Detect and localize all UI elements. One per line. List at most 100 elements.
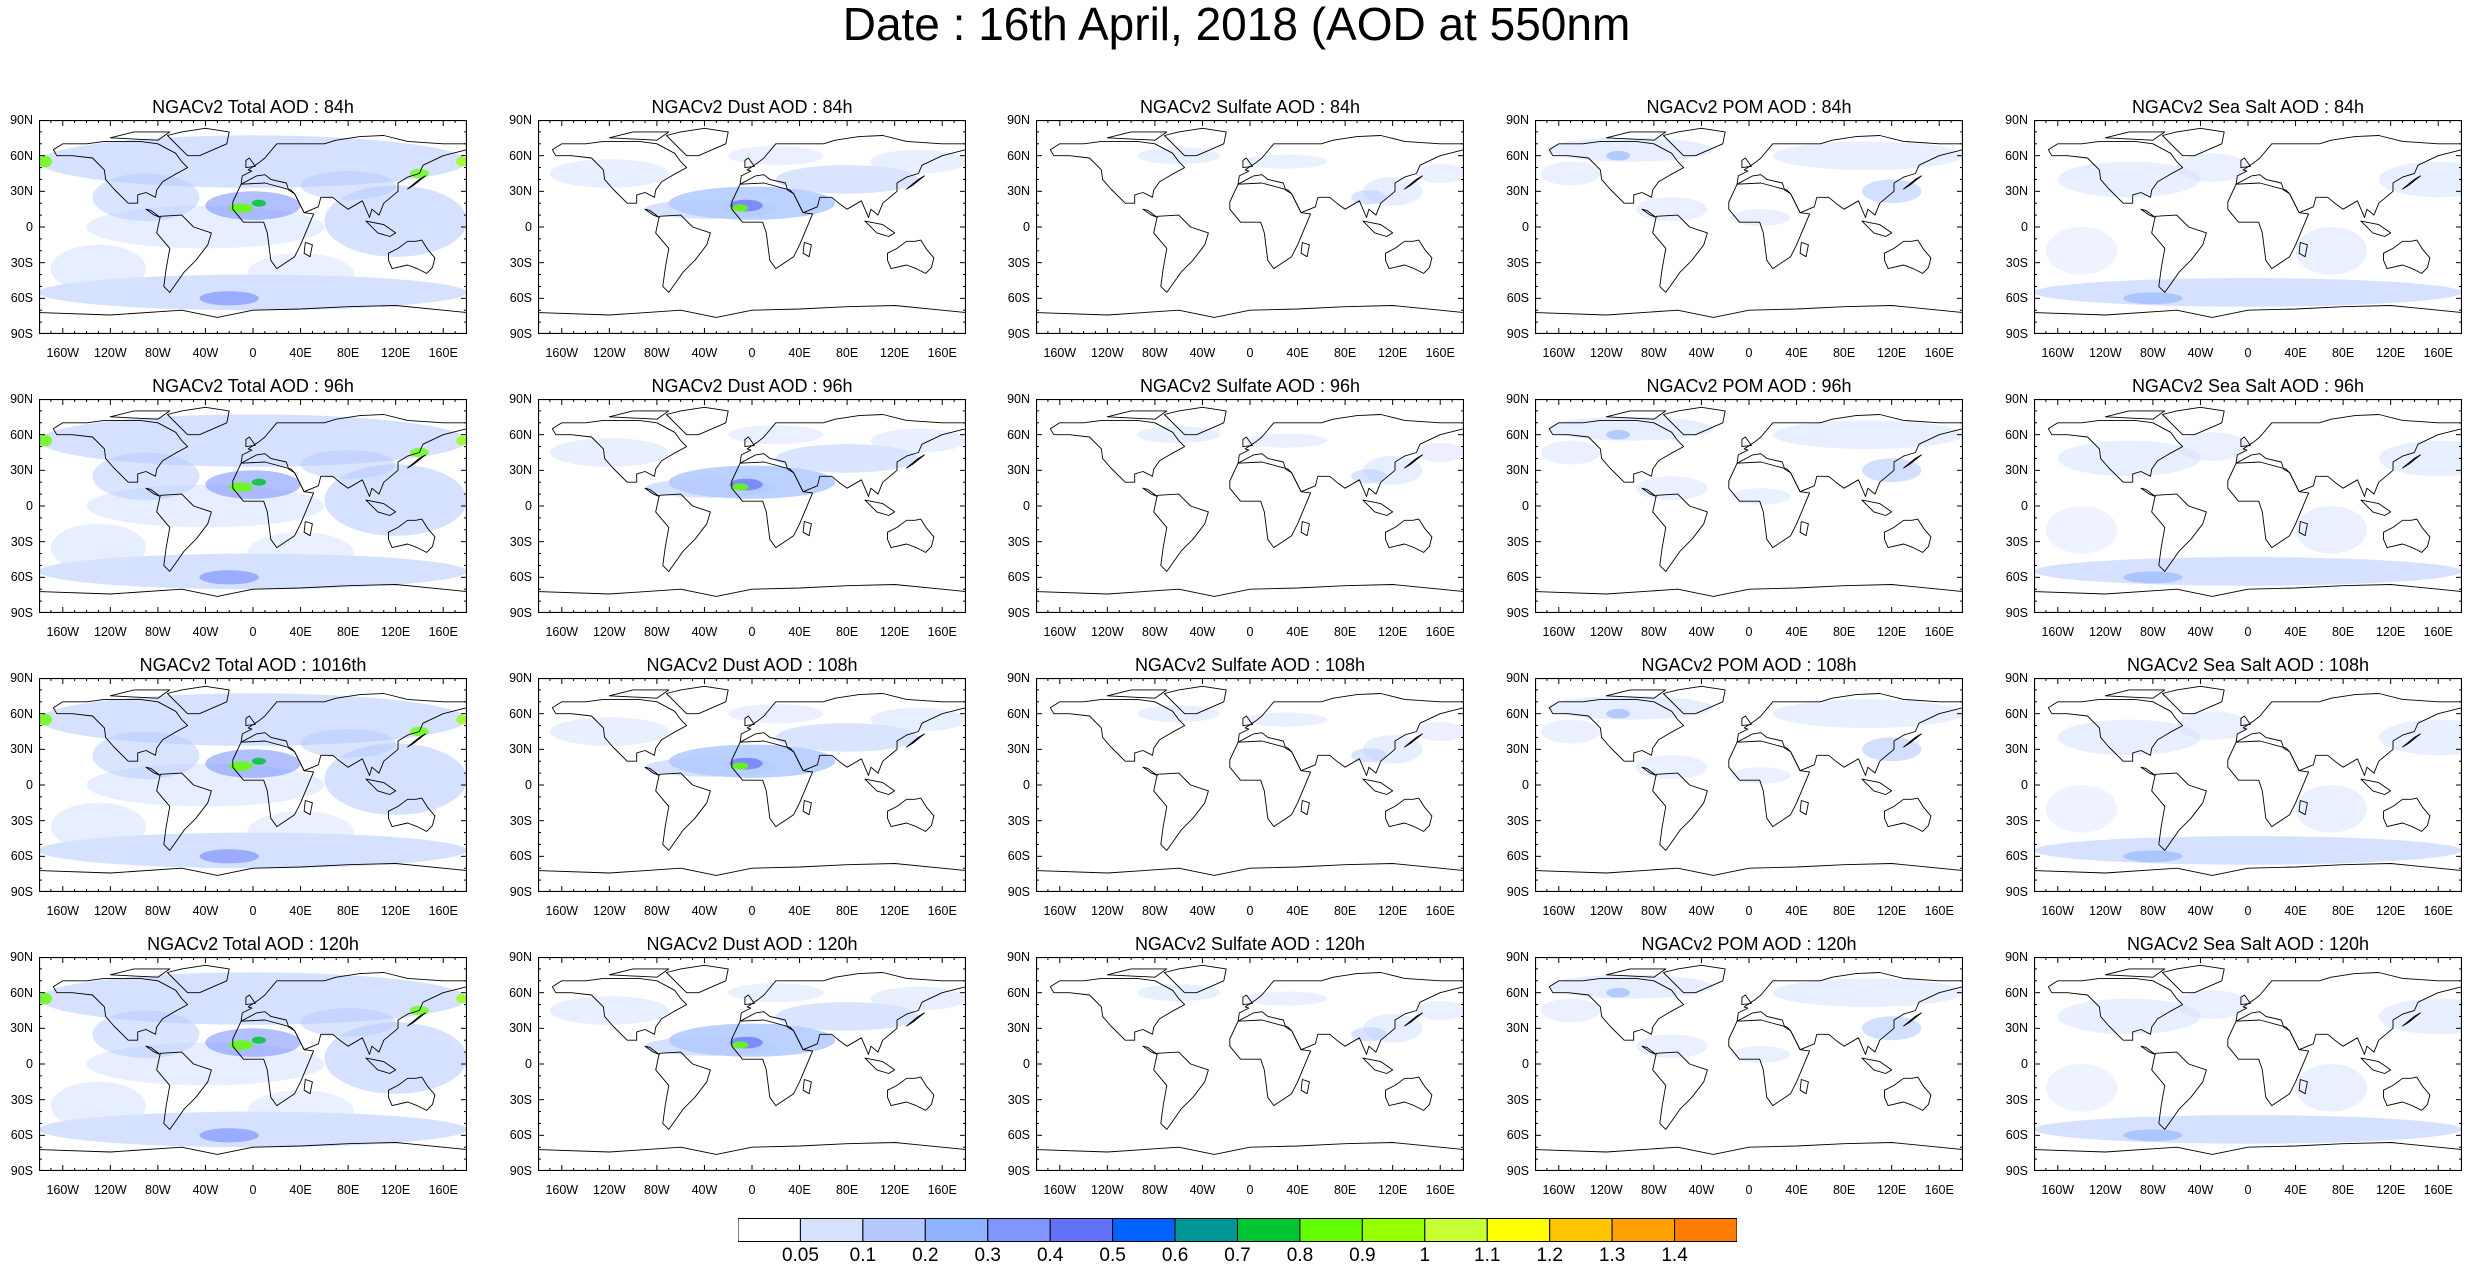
lon-label: 160E [2423, 346, 2453, 360]
lon-label: 120E [2376, 346, 2406, 360]
lat-label: 60S [10, 291, 33, 306]
lon-label: 80E [835, 1183, 859, 1197]
lat-label: 60N [2005, 427, 2028, 442]
lat-label: 90S [10, 327, 33, 341]
panel-title: NGACv2 Sea Salt AOD : 84h [2131, 97, 2365, 117]
coastline [52, 698, 189, 762]
coastline [2047, 698, 2184, 762]
coastline [1652, 1051, 1708, 1130]
lon-label: 80E [1333, 625, 1357, 639]
lon-label: 80E [2331, 904, 2355, 918]
coastline [245, 157, 256, 169]
lon-label: 0 [1745, 904, 1753, 918]
coastline [2104, 968, 2166, 978]
aod-field [229, 203, 254, 213]
coastline [2227, 1019, 2310, 1107]
lon-label: 0 [2244, 346, 2252, 360]
lat-label: 60N [1506, 148, 1529, 163]
lon-label: 80W [644, 346, 670, 360]
lon-label: 120W [1590, 1183, 1623, 1197]
lon-label: 120E [2376, 625, 2406, 639]
coastline [1662, 406, 1726, 436]
coastline [906, 175, 925, 190]
panel-title: NGACv2 Sea Salt AOD : 120h [2126, 934, 2370, 954]
aod-field [300, 171, 396, 200]
aod-field [2057, 161, 2201, 198]
lat-label: 90N [1007, 950, 1030, 964]
lat-label: 0 [1522, 220, 1529, 234]
lon-label: 160E [1425, 346, 1455, 360]
coastline [802, 242, 812, 258]
coastline [2227, 182, 2310, 270]
coastline [1736, 414, 1963, 497]
lon-label: 0 [2244, 625, 2252, 639]
coastline [2360, 1057, 2392, 1074]
lat-label: 30S [1506, 255, 1529, 270]
lon-label: 160E [1924, 625, 1954, 639]
lon-label: 40W [1189, 1183, 1216, 1197]
lat-label: 30N [509, 742, 532, 757]
aod-map [538, 120, 966, 334]
lon-label: 40E [788, 346, 811, 360]
aod-field [1244, 991, 1328, 1006]
panel-title: NGACv2 Total AOD : 84h [152, 97, 354, 117]
lon-label: 40E [1286, 1183, 1309, 1197]
lon-label: 160W [2041, 904, 2075, 918]
lon-label: 80E [1333, 904, 1357, 918]
coastline [2034, 584, 2462, 613]
coastline [1049, 140, 1186, 204]
lon-label: 120W [1590, 904, 1623, 918]
aod-field [1731, 209, 1791, 226]
coastline [2161, 406, 2225, 436]
lon-label: 160E [428, 904, 458, 918]
lon-label: 0 [249, 625, 257, 639]
aod-field [205, 191, 301, 220]
coastline [1362, 499, 1394, 516]
lon-label: 40W [2187, 346, 2214, 360]
lat-label: 30N [1007, 184, 1030, 199]
lon-label: 40W [1189, 346, 1216, 360]
coastline [1404, 175, 1423, 190]
lat-label: 90N [509, 392, 532, 406]
lon-label: 120E [1378, 904, 1408, 918]
lat-label: 60S [1007, 849, 1030, 864]
aod-field [2045, 785, 2118, 833]
coastline [1662, 685, 1726, 715]
aod-map [1535, 120, 1963, 334]
coastline [245, 436, 256, 448]
map-background [1036, 120, 1464, 334]
lon-label: 40W [192, 346, 219, 360]
lon-label: 120W [94, 346, 127, 360]
coastline [887, 239, 935, 274]
aod-map [1036, 399, 1464, 613]
colorbar-swatches [737, 1218, 1738, 1242]
lat-label: 90N [2005, 113, 2028, 127]
coastline [1605, 968, 1667, 978]
lat-label: 60N [1506, 985, 1529, 1000]
coastline [538, 584, 966, 613]
lat-label: 30S [10, 1092, 33, 1107]
aod-field [300, 729, 396, 758]
aod-map [39, 678, 467, 892]
map-background [1036, 957, 1464, 1171]
aod-field [1862, 458, 1922, 483]
lon-label: 0 [1745, 346, 1753, 360]
coastline [731, 182, 814, 270]
lon-label: 80W [1641, 904, 1667, 918]
panel-title: NGACv2 Dust AOD : 96h [651, 376, 853, 396]
lon-label: 40E [2284, 1183, 2307, 1197]
lon-label: 160E [2423, 1183, 2453, 1197]
lat-label: 90N [10, 392, 33, 406]
lat-label: 30S [2005, 255, 2028, 270]
lon-label: 160W [545, 1183, 579, 1197]
lat-label: 60N [509, 985, 532, 1000]
lon-label: 40E [2284, 625, 2307, 639]
aod-field [728, 983, 824, 1003]
panel-title: NGACv2 Dust AOD : 120h [646, 934, 858, 954]
coastline [1799, 1079, 1809, 1095]
coastline [1605, 410, 1667, 420]
lat-label: 90N [2005, 950, 2028, 964]
coastline [2402, 454, 2421, 469]
lon-label: 0 [1246, 904, 1254, 918]
lat-label: 0 [2021, 220, 2028, 234]
